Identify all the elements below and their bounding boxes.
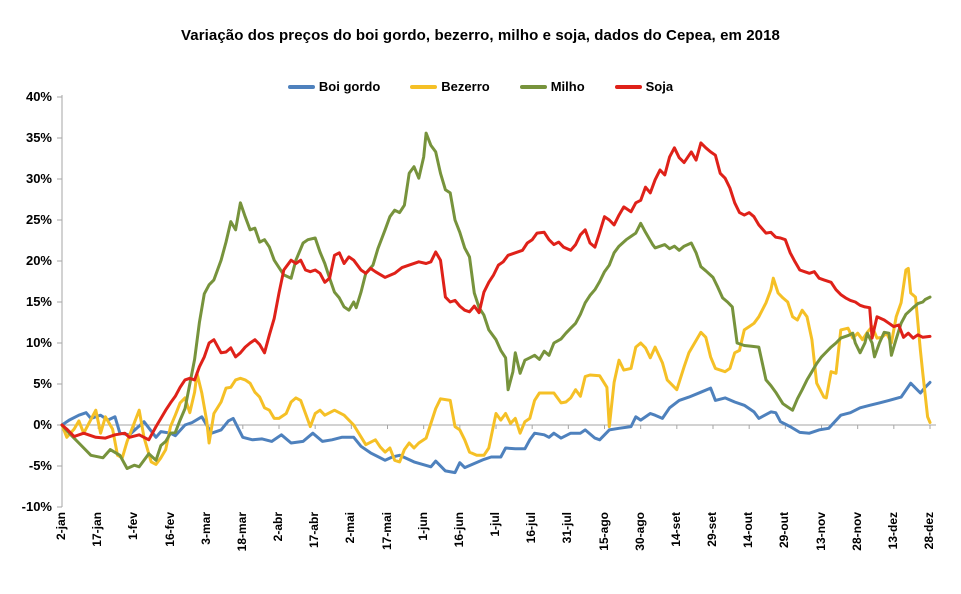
x-axis-label: 16-fev — [162, 512, 177, 547]
legend: Boi gordo Bezerro Milho Soja — [0, 79, 961, 94]
legend-line-swatch — [614, 84, 642, 89]
x-axis-label: 17-mai — [379, 512, 394, 551]
x-axis-label: 14-set — [668, 512, 683, 547]
x-axis-label: 13-dez — [885, 512, 900, 550]
legend-label: Milho — [550, 79, 585, 94]
x-axis-label: 2-mai — [343, 512, 358, 544]
y-axis-label: 15% — [25, 294, 52, 309]
series-line-bezerro — [60, 266, 932, 466]
x-axis-label: 28-dez — [922, 512, 936, 550]
x-axis-label: 1-jul — [488, 512, 502, 537]
chart-title: Variação dos preços do boi gordo, bezerr… — [181, 27, 780, 44]
legend-label: Soja — [645, 79, 674, 94]
x-axis-label: 18-mar — [234, 512, 249, 552]
y-axis-label: 25% — [25, 212, 52, 227]
x-axis-label: 30-ago — [632, 512, 647, 551]
x-axis-label: 31-jul — [560, 512, 575, 544]
x-axis-label: 16-jul — [524, 512, 539, 544]
legend-label: Boi gordo — [318, 79, 381, 94]
x-axis-label: 14-out — [741, 512, 756, 548]
y-axis-label: 0% — [33, 417, 52, 432]
x-axis-label: 1-fev — [126, 512, 141, 541]
legend-line-swatch — [287, 84, 315, 89]
y-axis-label: 35% — [25, 130, 52, 145]
y-axis-label: 5% — [33, 376, 52, 391]
x-axis-label: 3-mar — [198, 512, 213, 545]
legend-line-swatch — [410, 84, 438, 89]
legend-label: Bezerro — [441, 79, 490, 94]
x-axis-label: 29-out — [777, 512, 792, 548]
legend-item-soja: Soja — [614, 79, 674, 94]
legend-line-swatch — [519, 84, 547, 89]
x-axis-label: 17-jan — [90, 512, 105, 547]
x-axis-label: 16-jun — [451, 512, 466, 548]
y-axis-label: 10% — [25, 335, 52, 350]
x-axis-label: 13-nov — [813, 512, 828, 551]
y-axis-label: -10% — [21, 499, 52, 514]
y-axis-label: 20% — [25, 253, 52, 268]
series-line-boi-gordo — [60, 380, 932, 475]
y-axis-label: 40% — [25, 89, 52, 104]
x-axis-label: 2-jan — [54, 512, 68, 541]
x-axis-label: 1-jun — [415, 512, 430, 541]
x-axis-label: 17-abr — [307, 512, 322, 549]
legend-item-bezerro: Bezerro — [410, 79, 490, 94]
x-axis-label: 28-nov — [849, 512, 864, 551]
series-line-soja — [60, 141, 932, 442]
x-axis-label: 2-abr — [271, 512, 285, 542]
x-axis-label: 29-set — [705, 512, 719, 547]
legend-item-boi-gordo: Boi gordo — [287, 79, 381, 94]
y-axis-label: 30% — [25, 171, 52, 186]
x-axis-label: 15-ago — [596, 512, 611, 551]
y-axis-label: -5% — [28, 458, 52, 473]
series-line-milho — [60, 131, 932, 470]
legend-item-milho: Milho — [519, 79, 585, 94]
